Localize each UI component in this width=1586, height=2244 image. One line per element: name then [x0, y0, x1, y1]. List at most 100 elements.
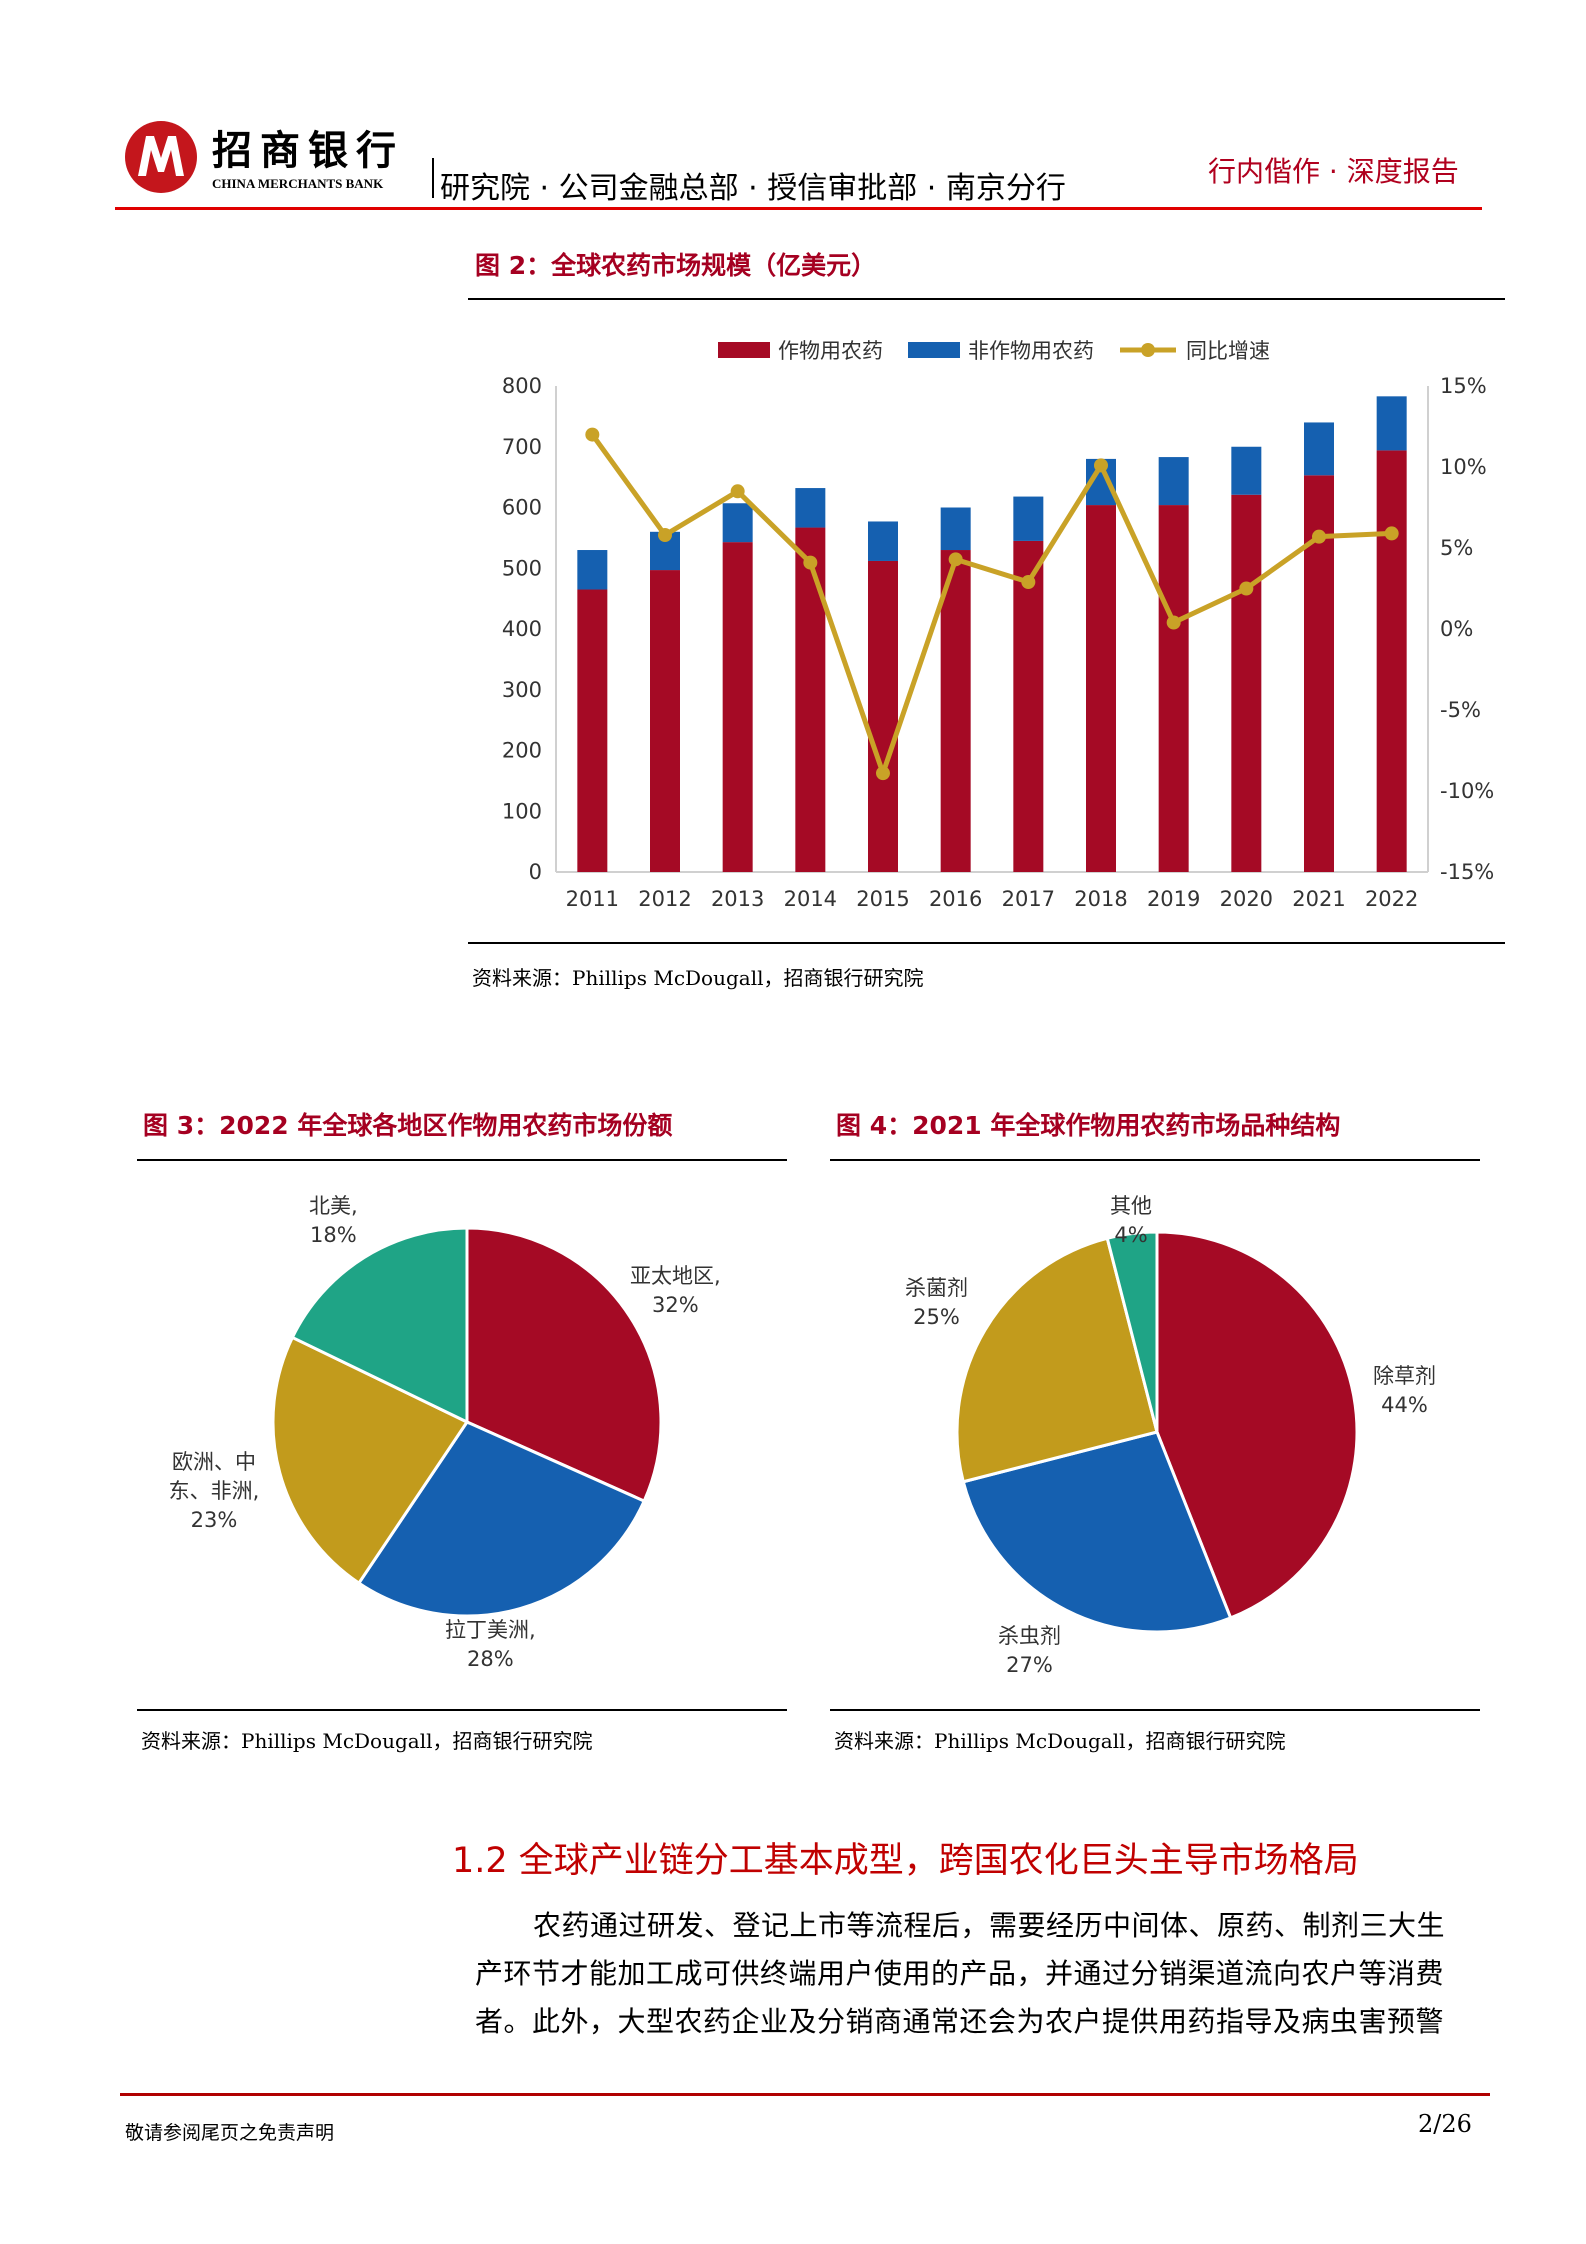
label-pct: 25% [913, 1305, 960, 1329]
label-text: 除草剂 [1373, 1364, 1436, 1388]
legend-swatch-crop [718, 342, 770, 358]
figure4-top-rule [830, 1159, 1480, 1161]
figure2-bottom-rule [468, 942, 1505, 944]
label-text: 杀虫剂 [998, 1624, 1061, 1648]
label-pct: 27% [1006, 1653, 1053, 1677]
header-rule [115, 207, 1482, 210]
bar-noncrop-2015 [868, 521, 898, 561]
y-tick-label: 400 [502, 617, 542, 641]
figure2-top-rule [468, 298, 1505, 300]
pie-slice-1 [961, 1430, 1233, 1634]
pie4-label-herbicide: 除草剂 44% [1373, 1362, 1436, 1420]
label-pct: 18% [310, 1223, 357, 1247]
bar-crop-2016 [940, 550, 971, 872]
bar-noncrop-2021 [1304, 422, 1334, 476]
pie3-label-latam: 拉丁美洲, 28% [445, 1616, 536, 1674]
figure4-bottom-rule [830, 1709, 1480, 1711]
legend-marker-growth [1141, 343, 1155, 357]
logo-cn: 招商银行 [212, 128, 404, 174]
label-pct: 4% [1114, 1223, 1148, 1247]
legend-swatch-noncrop [908, 342, 960, 358]
cmb-logo-icon [125, 121, 197, 193]
figure4-source: 资料来源：Phillips McDougall，招商银行研究院 [834, 1729, 1286, 1753]
growth-point-2015 [876, 766, 890, 781]
bar-noncrop-2017 [1013, 496, 1044, 541]
x-tick-label: 2018 [1074, 887, 1127, 911]
y2-tick-label: 15% [1440, 374, 1487, 398]
x-tick-label: 2017 [1002, 887, 1055, 911]
y-tick-label: 300 [502, 678, 542, 702]
label-pct: 28% [467, 1647, 514, 1671]
x-tick-label: 2012 [638, 887, 691, 911]
header-doc-type: 行内偕作 · 深度报告 [1208, 155, 1459, 188]
label-pct: 23% [190, 1508, 238, 1532]
label-text: 杀菌剂 [905, 1276, 968, 1300]
y-tick-label: 600 [502, 496, 542, 520]
bar-noncrop-2016 [940, 507, 971, 551]
logo: 招商银行 CHINA MERCHANTS BANK [124, 118, 414, 198]
y2-tick-label: -15% [1440, 860, 1494, 884]
growth-point-2011 [585, 427, 600, 442]
header-departments: 研究院 · 公司金融总部 · 授信审批部 · 南京分行 [440, 171, 1066, 206]
y2-tick-label: -5% [1440, 698, 1481, 722]
label-pct: 32% [652, 1293, 699, 1317]
growth-line [590, 433, 1392, 776]
x-tick-label: 2015 [856, 887, 909, 911]
x-tick-label: 2016 [929, 887, 982, 911]
label-text: 北美, [309, 1194, 358, 1218]
pie4-label-fungicide: 杀菌剂 25% [905, 1274, 968, 1332]
pie-slice-1 [356, 1420, 647, 1618]
footer-page-number: 2/26 [1418, 2110, 1472, 2138]
logo-en: CHINA MERCHANTS BANK [212, 176, 384, 191]
figure2-chart: 0 100 200 300 400 500 600 700 800 -15% -10% -5% 0% 5%… [502, 339, 1494, 911]
x-tick-label: 2020 [1220, 887, 1273, 911]
x-tick-label: 2013 [711, 887, 764, 911]
growth-point-2019 [1166, 615, 1181, 630]
bar-noncrop-2019 [1158, 457, 1189, 506]
growth-point-2018 [1094, 458, 1108, 473]
bar-crop-2018 [1086, 505, 1116, 872]
label-text: 其他 [1110, 1194, 1152, 1218]
growth-point-2014 [803, 555, 818, 570]
figure3-top-rule [137, 1159, 787, 1161]
pie3-label-emea: 欧洲、中东、非洲, 23% [163, 1448, 265, 1535]
footer-disclaimer: 敬请参阅尾页之免责声明 [125, 2122, 335, 2144]
legend-label-growth: 同比增速 [1186, 339, 1270, 363]
y-tick-label: 800 [502, 374, 542, 398]
growth-point-2021 [1312, 529, 1326, 544]
y2-tick-label: 5% [1440, 536, 1473, 560]
legend-label-crop: 作物用农药 [778, 339, 883, 363]
y2-tick-label: 10% [1440, 455, 1487, 479]
x-tick-label: 2011 [566, 887, 619, 911]
growth-point-2012 [658, 528, 672, 543]
y-tick-label: 700 [502, 435, 542, 459]
legend-label-noncrop: 非作物用农药 [968, 339, 1094, 363]
pie-slice-0 [465, 1226, 663, 1504]
body-line-1: 农药通过研发、登记上市等流程后，需要经历中间体、原药、制剂三大生 [533, 1909, 1446, 1942]
pie3-label-na: 北美, 18% [309, 1192, 358, 1250]
growth-point-2013 [730, 484, 745, 499]
y2-tick-label: 0% [1440, 617, 1473, 641]
y-tick-label: 500 [502, 556, 542, 580]
growth-point-2016 [948, 552, 963, 567]
bar-crop-2020 [1231, 494, 1262, 872]
section-heading: 1.2 全球产业链分工基本成型，跨国农化巨头主导市场格局 [452, 1841, 1359, 1881]
y2-tick-label: -10% [1440, 779, 1494, 803]
header-divider [432, 158, 434, 198]
bar-noncrop-2011 [577, 550, 608, 590]
body-line-2: 产环节才能加工成可供终端用户使用的产品，并通过分销渠道流向农户等消费 [475, 1957, 1445, 1990]
growth-point-2020 [1239, 581, 1254, 596]
footer-rule [120, 2093, 1490, 2096]
figure2-source: 资料来源：Phillips McDougall，招商银行研究院 [472, 966, 924, 990]
body-line-3: 者。此外，大型农药企业及分销商通常还会为农户提供用药指导及病虫害预警 [475, 2005, 1445, 2038]
figure3-title: 图 3：2022 年全球各地区作物用农药市场份额 [143, 1111, 673, 1140]
x-tick-label: 2019 [1147, 887, 1200, 911]
figure4-title: 图 4：2021 年全球作物用农药市场品种结构 [836, 1111, 1341, 1140]
y-tick-label: 200 [502, 739, 542, 763]
bar-crop-2014 [795, 527, 826, 872]
label-text: 拉丁美洲, [445, 1618, 536, 1642]
pie4-label-insecticide: 杀虫剂 27% [998, 1622, 1061, 1680]
growth-point-2022 [1384, 526, 1399, 541]
label-pct: 44% [1381, 1393, 1428, 1417]
bar-noncrop-2022 [1376, 396, 1407, 451]
